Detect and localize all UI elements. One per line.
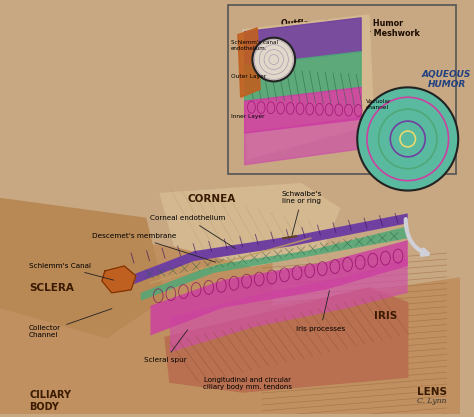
Polygon shape: [243, 15, 374, 159]
Polygon shape: [0, 198, 165, 337]
Text: CILIARY
BODY: CILIARY BODY: [29, 390, 71, 412]
Polygon shape: [102, 266, 136, 293]
Polygon shape: [150, 240, 408, 335]
Text: Outflow of Aqueous Humor
Through the Trabecular Meshwork: Outflow of Aqueous Humor Through the Tra…: [264, 19, 420, 38]
Text: SCLERA: SCLERA: [29, 283, 74, 293]
Text: IRIS: IRIS: [374, 311, 397, 321]
Polygon shape: [245, 52, 361, 101]
Text: Schlemm's Canal: Schlemm's Canal: [29, 263, 114, 280]
Text: Vacuolar
channel: Vacuolar channel: [366, 99, 392, 110]
Polygon shape: [165, 288, 408, 392]
Polygon shape: [0, 228, 272, 414]
Text: Scleral spur: Scleral spur: [144, 330, 188, 363]
Text: Outer Layer: Outer Layer: [231, 75, 266, 80]
Polygon shape: [245, 18, 361, 65]
Polygon shape: [117, 214, 408, 291]
Polygon shape: [141, 226, 408, 301]
Text: Inner Layer: Inner Layer: [231, 114, 264, 119]
Polygon shape: [160, 183, 340, 266]
Text: LENS: LENS: [417, 387, 447, 397]
Text: CORNEA: CORNEA: [188, 193, 236, 203]
Text: Collector
Channel: Collector Channel: [29, 309, 112, 339]
Text: Corneal endothelium: Corneal endothelium: [150, 215, 236, 249]
Text: Longitudinal and circular
ciliary body mm. tendons: Longitudinal and circular ciliary body m…: [203, 377, 292, 390]
Polygon shape: [238, 28, 260, 97]
Polygon shape: [245, 117, 361, 165]
Circle shape: [357, 87, 458, 191]
Circle shape: [253, 38, 295, 81]
Polygon shape: [126, 154, 330, 248]
Text: Schwalbe's
line or ring: Schwalbe's line or ring: [282, 191, 322, 236]
Polygon shape: [170, 258, 408, 352]
Text: AQUEOUS
HUMOR: AQUEOUS HUMOR: [422, 70, 471, 89]
Text: Descemet's membrane: Descemet's membrane: [92, 233, 216, 262]
Polygon shape: [253, 278, 460, 414]
Text: C. Lynn: C. Lynn: [417, 397, 447, 405]
Bar: [228, 5, 456, 174]
Text: Schlemm's canal
endothelium.: Schlemm's canal endothelium.: [231, 40, 278, 50]
Text: Iris processes: Iris processes: [296, 291, 346, 332]
Polygon shape: [245, 87, 361, 133]
